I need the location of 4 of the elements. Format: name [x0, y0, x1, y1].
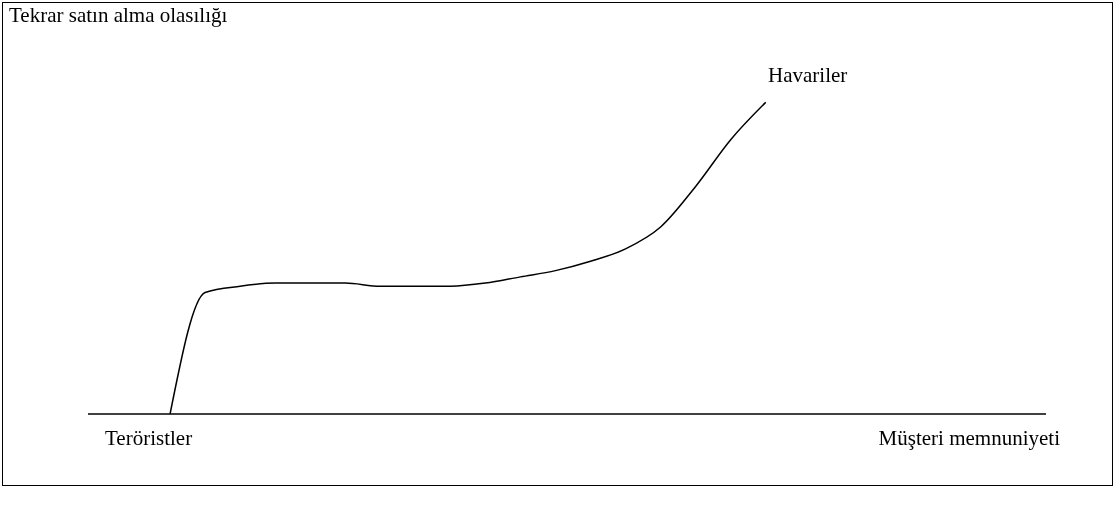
text: Havariler: [768, 63, 848, 88]
text: Teröristler: [105, 426, 193, 451]
x-axis-title: Müşteri memnuniyeti: [878, 426, 1060, 451]
y-axis-title: Tekrar satın alma olasılığı: [9, 3, 228, 28]
